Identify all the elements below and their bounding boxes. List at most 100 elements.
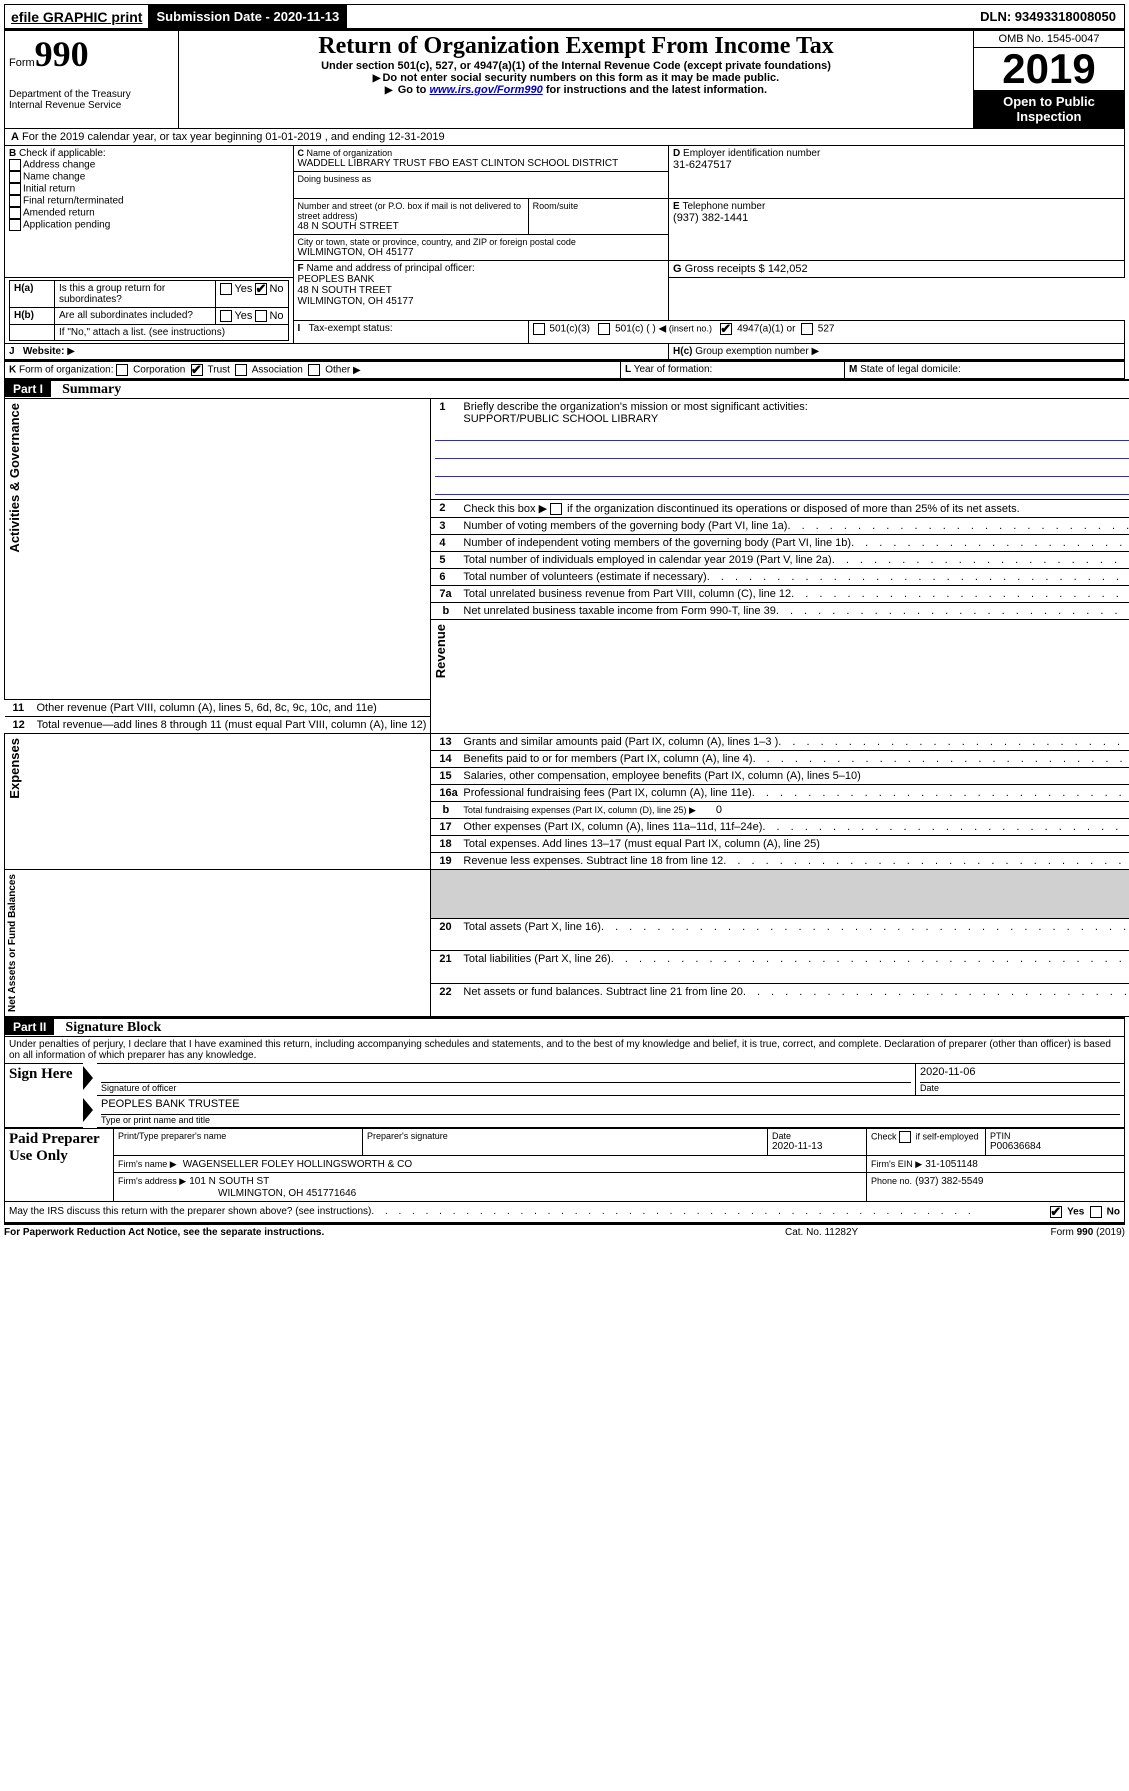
form-number: 990 <box>35 34 89 74</box>
check-501c3[interactable] <box>533 323 545 335</box>
part2-heading: Signature Block <box>57 1020 161 1035</box>
efile-link[interactable]: efile GRAPHIC print <box>5 7 148 27</box>
ein: 31-6247517 <box>673 159 1120 171</box>
p1-7b-t: Net unrelated business taxable income fr… <box>463 605 1129 617</box>
part1-heading: Summary <box>54 382 121 397</box>
phone-lbl: Phone no. <box>871 1176 912 1186</box>
p1-q2: Check this box ▶ if the organization dis… <box>463 503 1019 515</box>
hc-label: Group exemption number <box>695 346 808 357</box>
box-f-label: Name and address of principal officer: <box>306 263 474 274</box>
ha-no[interactable] <box>255 283 267 295</box>
org-name: WADDELL LIBRARY TRUST FBO EAST CLINTON S… <box>298 158 664 169</box>
discuss-no[interactable] <box>1090 1206 1102 1218</box>
firm-name: WAGENSELLER FOLEY HOLLINGSWORTH & CO <box>183 1159 412 1170</box>
check-discontinued[interactable] <box>550 503 562 515</box>
check-final-return[interactable] <box>9 195 21 207</box>
vlabel-expenses: Expenses <box>5 734 24 803</box>
check-trust[interactable] <box>191 364 203 376</box>
box-j-label: Website: <box>23 346 65 357</box>
form-header: Form990 Department of the Treasury Inter… <box>4 29 1125 129</box>
name-title-lbl: Type or print name and title <box>101 1115 1120 1125</box>
p1-20-t: Total assets (Part X, line 16) <box>463 921 1129 933</box>
cat-no: Cat. No. 11282Y <box>785 1227 985 1238</box>
check-initial-return[interactable] <box>9 183 21 195</box>
firm-addr2: WILMINGTON, OH 451771646 <box>118 1188 356 1199</box>
form990-link[interactable]: www.irs.gov/Form990 <box>429 84 542 96</box>
form-title: Return of Organization Exempt From Incom… <box>183 33 969 60</box>
hb-yes[interactable] <box>220 310 232 322</box>
box-e-label: Telephone number <box>682 201 765 212</box>
check-self-employed[interactable] <box>899 1131 911 1143</box>
dept-irs: Internal Revenue Service <box>9 100 174 111</box>
check-corp[interactable] <box>116 364 128 376</box>
paid-preparer-label: Paid Preparer Use Only <box>9 1131 109 1165</box>
firm-addr1: 101 N SOUTH ST <box>189 1176 269 1187</box>
p1-13-t: Grants and similar amounts paid (Part IX… <box>463 736 1129 748</box>
p1-12-t: Total revenue—add lines 8 through 11 (mu… <box>37 719 427 731</box>
p1-18-t: Total expenses. Add lines 13–17 (must eq… <box>463 838 1129 850</box>
p1-6-t: Total number of volunteers (estimate if … <box>463 571 1129 583</box>
p1-17-t: Other expenses (Part IX, column (A), lin… <box>463 821 1129 833</box>
check-address-change[interactable] <box>9 159 21 171</box>
firm-addr-lbl: Firm's address ▶ <box>118 1176 186 1186</box>
check-501c[interactable] <box>598 323 610 335</box>
box-k-label: Form of organization: <box>19 365 114 376</box>
entity-block: B Check if applicable: Address change Na… <box>4 145 1125 360</box>
officer-name: PEOPLES BANK <box>298 274 664 285</box>
firm-name-lbl: Firm's name ▶ <box>118 1159 177 1169</box>
dln: DLN: 93493318008050 <box>972 7 1124 26</box>
dba-label: Doing business as <box>298 174 664 184</box>
part1-tab: Part I <box>5 381 51 397</box>
firm-ein-lbl: Firm's EIN ▶ <box>871 1159 922 1169</box>
submission-date: Submission Date - 2020-11-13 <box>148 5 347 28</box>
phone: (937) 382-5549 <box>915 1176 983 1187</box>
p1-3-t: Number of voting members of the governin… <box>463 520 1129 532</box>
check-application-pending[interactable] <box>9 219 21 231</box>
check-527[interactable] <box>801 323 813 335</box>
date-lbl: Date <box>920 1083 1120 1093</box>
telephone: (937) 382-1441 <box>673 212 1120 224</box>
sign-arrow-icon-2 <box>83 1098 93 1122</box>
ptin: P00636684 <box>990 1141 1120 1152</box>
firm-ein: 31-1051148 <box>925 1159 978 1170</box>
sign-here: Sign Here <box>5 1064 84 1128</box>
declaration: Under penalties of perjury, I declare th… <box>4 1037 1125 1063</box>
hb-no[interactable] <box>255 310 267 322</box>
p1-16a-t: Professional fundraising fees (Part IX, … <box>463 787 1129 799</box>
p1-22-t: Net assets or fund balances. Subtract li… <box>463 986 1129 998</box>
vlabel-governance: Activities & Governance <box>5 399 24 557</box>
sig-officer-lbl: Signature of officer <box>101 1083 911 1093</box>
room-label: Room/suite <box>533 201 664 211</box>
note2-post: for instructions and the latest informat… <box>546 84 767 96</box>
discuss-yes[interactable] <box>1050 1206 1062 1218</box>
p1-16b-t: Total fundraising expenses (Part IX, col… <box>463 805 696 815</box>
hb-question: Are all subordinates included? <box>55 308 216 325</box>
ha-yes[interactable] <box>220 283 232 295</box>
city-label: City or town, state or province, country… <box>298 237 664 247</box>
line-a: For the 2019 calendar year, or tax year … <box>22 131 445 143</box>
check-assoc[interactable] <box>235 364 247 376</box>
preparer-name-lbl: Print/Type preparer's name <box>118 1131 358 1141</box>
check-4947a1[interactable] <box>720 323 732 335</box>
tax-year: 2019 <box>1002 45 1095 92</box>
form-subtitle: Under section 501(c), 527, or 4947(a)(1)… <box>183 60 969 72</box>
box-g-label: Gross receipts $ <box>685 263 765 275</box>
discuss-q: May the IRS discuss this return with the… <box>9 1206 371 1217</box>
vlabel-revenue: Revenue <box>431 620 450 682</box>
box-l: Year of formation: <box>634 364 713 375</box>
box-c-label: Name of organization <box>307 148 393 158</box>
box-m: State of legal domicile: <box>860 364 961 375</box>
check-name-change[interactable] <box>9 171 21 183</box>
p1-16b-v: 0 <box>696 804 742 816</box>
ptin-lbl: PTIN <box>990 1131 1120 1141</box>
top-bar: efile GRAPHIC print Submission Date - 20… <box>4 4 1125 29</box>
street: 48 N SOUTH STREET <box>298 221 524 232</box>
sign-arrow-icon <box>83 1066 93 1090</box>
p1-14-t: Benefits paid to or for members (Part IX… <box>463 753 1129 765</box>
p1-4-t: Number of independent voting members of … <box>463 537 1129 549</box>
box-d-label: Employer identification number <box>683 148 820 159</box>
check-amended[interactable] <box>9 207 21 219</box>
box-b-label: Check if applicable: <box>19 148 106 159</box>
check-other[interactable] <box>308 364 320 376</box>
pra-notice: For Paperwork Reduction Act Notice, see … <box>4 1227 785 1238</box>
